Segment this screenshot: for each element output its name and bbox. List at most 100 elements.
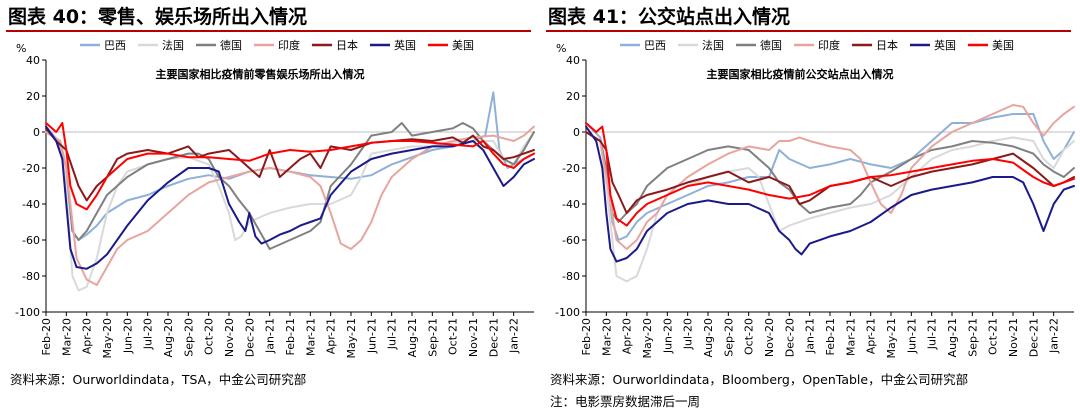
- series-line-印度: [585, 104, 1075, 250]
- y-tick-label: -20: [22, 162, 40, 175]
- legend-label: 英国: [934, 38, 956, 52]
- x-tick-label: Nov-21: [467, 318, 480, 357]
- series-line-巴西: [585, 113, 1075, 241]
- y-tick-label: 0: [33, 126, 40, 139]
- x-tick-label: Sep-21: [426, 318, 439, 357]
- title-divider: [546, 30, 1071, 32]
- y-tick-label: -40: [22, 198, 40, 211]
- y-tick-label: -60: [22, 234, 40, 247]
- x-tick-label: Jul-20: [142, 318, 155, 350]
- x-tick-label: Feb-21: [824, 318, 837, 355]
- legend: 巴西 法国 德国 印度 日本 英国 美国: [620, 38, 1014, 52]
- x-tick-label: Apr-21: [865, 318, 878, 354]
- x-tick-label: Aug-21: [946, 318, 959, 357]
- y-tick-label: 20: [26, 90, 40, 103]
- x-tick-label: Oct-21: [447, 318, 460, 355]
- series-line-德国: [45, 122, 535, 250]
- legend-label: 印度: [278, 38, 300, 52]
- x-tick-label: Nov-21: [1007, 318, 1020, 357]
- x-tick-label: Jun-21: [905, 318, 918, 354]
- y-tick-label: -80: [22, 270, 40, 283]
- y-tick-label: 40: [566, 54, 580, 67]
- source-note: 资料来源：Ourworldindata，Bloomberg，OpenTable，…: [550, 372, 969, 387]
- x-tick-label: Aug-21: [406, 318, 419, 357]
- series-group: [585, 104, 1075, 283]
- x-tick-label: Aug-20: [702, 318, 715, 357]
- x-tick-label: May-20: [641, 318, 654, 359]
- legend-label: 日本: [336, 38, 358, 52]
- x-tick-label: Jan-22: [1048, 318, 1061, 354]
- legend-label: 日本: [876, 38, 898, 52]
- legend-label: 美国: [452, 39, 474, 52]
- series-line-美国: [585, 122, 1075, 227]
- x-tick-label: Mar-21: [304, 318, 317, 356]
- x-tick-label: Apr-20: [81, 318, 94, 354]
- x-tick-label: Oct-20: [743, 318, 756, 355]
- x-tick-label: Jul-21: [926, 318, 939, 350]
- y-axis-label: %: [556, 42, 566, 55]
- y-tick-label: 40: [26, 54, 40, 67]
- legend-label: 德国: [220, 38, 242, 52]
- x-tick-label: Feb-21: [284, 318, 297, 355]
- chart-title: 图表 40：零售、娱乐场所出入情况: [8, 6, 308, 28]
- y-tick-label: -80: [562, 270, 580, 283]
- title-divider: [6, 30, 531, 32]
- series-line-美国: [45, 122, 535, 211]
- x-tick-label: Oct-20: [203, 318, 216, 355]
- chart-subtitle: 主要国家相比疫情前零售娱乐场所出入情况: [156, 67, 365, 81]
- x-tick-label: Sep-20: [182, 318, 195, 357]
- x-tick-label: Jul-20: [682, 318, 695, 350]
- x-tick-label: Nov-20: [763, 318, 776, 357]
- chart-panel-transit: 图表 41：公交站点出入情况 % 40 20 0 -20 -40 -60 -80 -100 Feb…: [540, 0, 1080, 414]
- legend-label: 法国: [702, 38, 724, 52]
- legend-label: 巴西: [104, 39, 126, 52]
- legend-label: 法国: [162, 38, 184, 52]
- y-tick-label: -100: [15, 306, 40, 319]
- series-line-法国: [585, 131, 1075, 283]
- x-tick-label: Mar-21: [844, 318, 857, 356]
- x-tick-label: Aug-20: [162, 318, 175, 357]
- x-tick-label: Feb-20: [580, 318, 593, 355]
- source-note: 资料来源：Ourworldindata，TSA，中金公司研究部: [10, 372, 307, 387]
- x-tick-label: Sep-21: [966, 318, 979, 357]
- x-tick-label: Jan-21: [264, 318, 277, 354]
- x-tick-label: Jun-20: [661, 318, 674, 354]
- x-tick-label: Apr-20: [621, 318, 634, 354]
- x-tick-label: Jan-22: [508, 318, 521, 354]
- chart-title: 图表 41：公交站点出入情况: [548, 6, 791, 28]
- series-line-日本: [45, 127, 535, 202]
- x-tick-label: Nov-20: [223, 318, 236, 357]
- x-tick-label: Apr-21: [325, 318, 338, 354]
- chart-subtitle: 主要国家相比疫情前公交站点出入情况: [707, 67, 894, 81]
- x-tick-label: Dec-21: [487, 318, 500, 357]
- y-axis-label: %: [16, 42, 26, 55]
- x-tick-label: Mar-20: [60, 318, 73, 356]
- y-tick-label: -40: [562, 198, 580, 211]
- footnote: 注：电影票房数据滞后一周: [550, 394, 701, 409]
- x-tick-label: Sep-20: [722, 318, 735, 357]
- x-tick-label: Jun-20: [121, 318, 134, 354]
- y-tick-label: -100: [555, 306, 580, 319]
- x-tick-label: May-21: [885, 318, 898, 359]
- x-tick-label: May-21: [345, 318, 358, 359]
- x-tick-label: May-20: [101, 318, 114, 359]
- legend: 巴西 法国 德国 印度 日本 英国 美国: [80, 38, 474, 52]
- x-tick-label: Mar-20: [600, 318, 613, 356]
- legend-label: 巴西: [644, 39, 666, 52]
- x-tick-label: Dec-20: [243, 318, 256, 357]
- y-tick-label: -20: [562, 162, 580, 175]
- y-tick-label: 20: [566, 90, 580, 103]
- series-line-英国: [585, 125, 1075, 263]
- legend-label: 美国: [992, 39, 1014, 52]
- x-tick-label: Dec-20: [783, 318, 796, 357]
- x-tick-label: Jun-21: [365, 318, 378, 354]
- x-tick-label: Jul-21: [386, 318, 399, 350]
- x-tick-label: Feb-20: [40, 318, 53, 355]
- y-tick-label: -60: [562, 234, 580, 247]
- x-tick-label: Oct-21: [987, 318, 1000, 355]
- legend-label: 英国: [394, 38, 416, 52]
- legend-label: 德国: [760, 38, 782, 52]
- series-line-日本: [585, 131, 1075, 214]
